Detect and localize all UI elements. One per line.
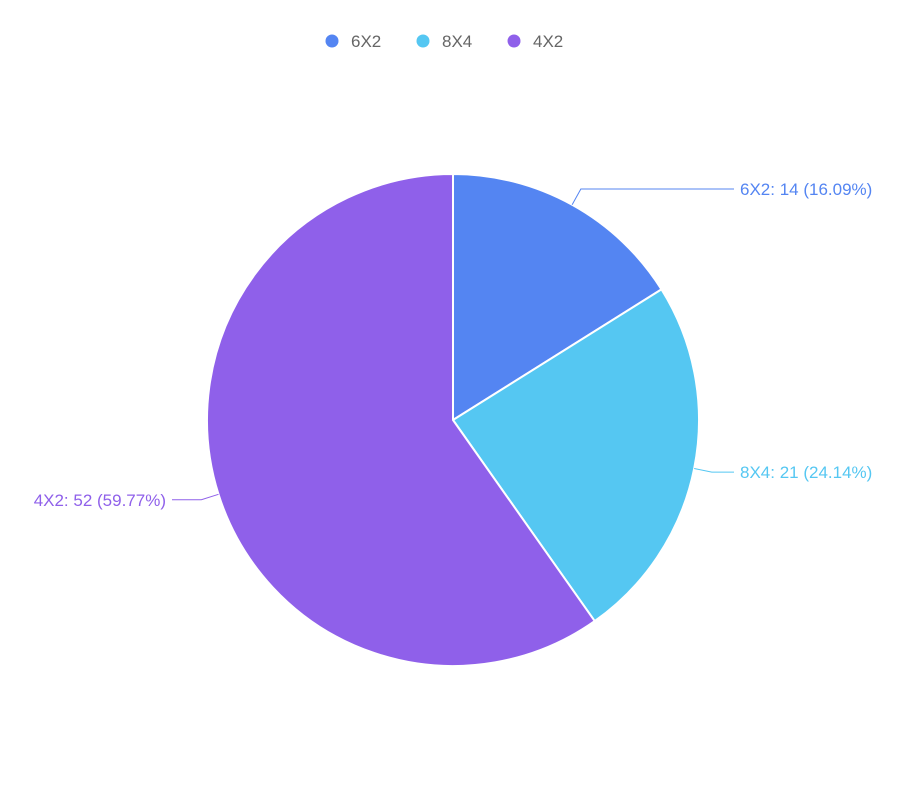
slice-label-8x4: 8X4: 21 (24.14%): [740, 463, 872, 482]
legend-marker-8x4: [416, 34, 430, 48]
slice-labels: 6X2: 14 (16.09%) 8X4: 21 (24.14%) 4X2: 52 …: [34, 180, 873, 510]
legend: 6X2 8X4 4X2: [325, 32, 564, 51]
leader-line-4x2: [172, 493, 219, 501]
legend-item-8x4[interactable]: 8X4: [416, 32, 473, 51]
pie-slices: [206, 173, 700, 667]
slice-label-4x2: 4X2: 52 (59.77%): [34, 491, 166, 510]
legend-item-6x2[interactable]: 6X2: [325, 32, 382, 51]
leader-line-8x4: [694, 468, 734, 473]
pie-slice-6x2[interactable]: [452, 173, 663, 421]
legend-label-6x2: 6X2: [351, 32, 381, 51]
legend-item-4x2[interactable]: 4X2: [507, 32, 564, 51]
leader-line-6x2: [571, 188, 734, 206]
legend-marker-6x2: [325, 34, 339, 48]
pie-slice-4x2[interactable]: [206, 173, 596, 667]
legend-label-4x2: 4X2: [533, 32, 563, 51]
slice-label-6x2: 6X2: 14 (16.09%): [740, 180, 872, 199]
legend-marker-4x2: [507, 34, 521, 48]
legend-label-8x4: 8X4: [442, 32, 472, 51]
pie-slice-8x4[interactable]: [452, 288, 700, 623]
label-leader-lines: [172, 188, 734, 501]
